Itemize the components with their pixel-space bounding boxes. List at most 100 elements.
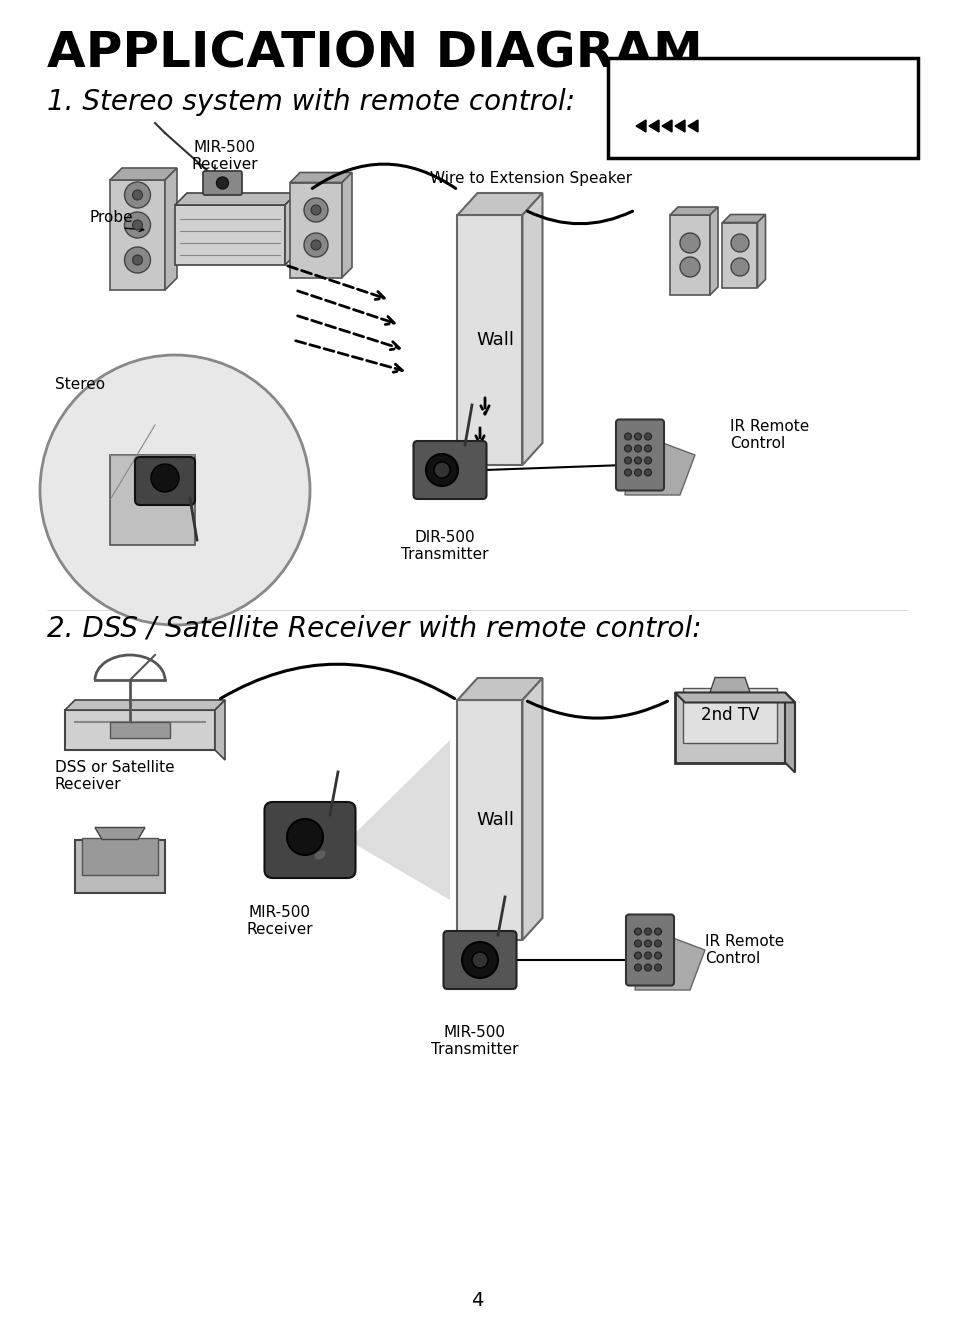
Circle shape [40, 356, 310, 624]
Polygon shape [669, 207, 718, 215]
Text: IR Remote
Control: IR Remote Control [704, 933, 783, 967]
Circle shape [644, 940, 651, 947]
Circle shape [132, 190, 142, 201]
Circle shape [634, 445, 640, 452]
Circle shape [132, 255, 142, 265]
Polygon shape [522, 193, 542, 465]
Polygon shape [721, 222, 757, 287]
Polygon shape [65, 710, 214, 750]
Text: MIR-500
Receiver: MIR-500 Receiver [192, 140, 258, 172]
Circle shape [654, 928, 660, 935]
FancyBboxPatch shape [135, 457, 194, 505]
Text: 2nd TV: 2nd TV [700, 706, 759, 725]
Circle shape [634, 928, 640, 935]
Ellipse shape [314, 850, 325, 860]
Polygon shape [290, 172, 352, 182]
Text: MIR-500
Transmitter: MIR-500 Transmitter [431, 1025, 518, 1058]
Polygon shape [110, 168, 177, 180]
Text: MIR-500
Receiver: MIR-500 Receiver [247, 905, 313, 937]
Polygon shape [457, 678, 542, 701]
Text: 1. Stereo system with remote control:: 1. Stereo system with remote control: [47, 88, 575, 116]
FancyBboxPatch shape [625, 915, 673, 985]
Polygon shape [675, 693, 784, 762]
Polygon shape [65, 701, 225, 710]
Circle shape [654, 952, 660, 959]
Circle shape [634, 952, 640, 959]
FancyBboxPatch shape [413, 441, 486, 499]
Circle shape [644, 433, 651, 440]
Polygon shape [661, 120, 671, 132]
Polygon shape [757, 214, 764, 287]
Circle shape [461, 943, 497, 977]
Circle shape [634, 457, 640, 464]
Text: Wall: Wall [476, 332, 514, 349]
Circle shape [624, 445, 631, 452]
Polygon shape [709, 207, 718, 295]
Circle shape [132, 221, 142, 230]
Polygon shape [635, 935, 704, 989]
Text: Wall: Wall [476, 812, 514, 829]
Polygon shape [95, 828, 145, 840]
Circle shape [426, 455, 457, 487]
Circle shape [634, 964, 640, 971]
Circle shape [472, 952, 488, 968]
Polygon shape [174, 205, 285, 265]
Circle shape [634, 433, 640, 440]
Text: 2. DSS / Satellite Receiver with remote control:: 2. DSS / Satellite Receiver with remote … [47, 615, 700, 643]
Polygon shape [110, 180, 165, 290]
Circle shape [216, 176, 229, 189]
FancyBboxPatch shape [443, 931, 516, 989]
Circle shape [644, 928, 651, 935]
Circle shape [125, 213, 151, 238]
Text: APPLICATION DIAGRAM: APPLICATION DIAGRAM [47, 29, 702, 78]
FancyBboxPatch shape [607, 57, 917, 158]
Polygon shape [648, 120, 659, 132]
Circle shape [644, 445, 651, 452]
Polygon shape [675, 120, 684, 132]
Circle shape [644, 964, 651, 971]
Polygon shape [457, 193, 542, 215]
Circle shape [679, 257, 700, 277]
Circle shape [730, 258, 748, 275]
Text: DIR-500
Transmitter: DIR-500 Transmitter [401, 529, 488, 563]
Circle shape [311, 205, 320, 215]
Polygon shape [285, 193, 296, 265]
Polygon shape [457, 215, 522, 465]
Text: IR Remote
Control: IR Remote Control [729, 418, 808, 451]
Circle shape [151, 464, 179, 492]
Circle shape [654, 940, 660, 947]
Polygon shape [675, 693, 794, 702]
Circle shape [287, 820, 323, 854]
Circle shape [125, 247, 151, 273]
Circle shape [654, 964, 660, 971]
Polygon shape [709, 678, 749, 693]
Polygon shape [165, 168, 177, 290]
Circle shape [644, 469, 651, 476]
Polygon shape [522, 678, 542, 940]
Polygon shape [82, 837, 158, 874]
Polygon shape [457, 701, 522, 940]
Text: DSS or Satellite
Receiver: DSS or Satellite Receiver [55, 759, 174, 793]
Circle shape [634, 469, 640, 476]
Polygon shape [110, 455, 194, 545]
Polygon shape [682, 687, 776, 742]
Circle shape [679, 233, 700, 253]
Text: Stereo: Stereo [55, 377, 105, 393]
FancyBboxPatch shape [616, 420, 663, 491]
Text: Probe: Probe [90, 210, 133, 226]
Polygon shape [669, 215, 709, 295]
Circle shape [624, 433, 631, 440]
Circle shape [311, 241, 320, 250]
Polygon shape [174, 193, 296, 205]
Polygon shape [348, 739, 450, 900]
Polygon shape [290, 182, 341, 278]
Polygon shape [75, 840, 165, 893]
Circle shape [304, 233, 328, 257]
FancyBboxPatch shape [203, 171, 242, 195]
Polygon shape [214, 701, 225, 759]
Circle shape [644, 457, 651, 464]
Circle shape [624, 469, 631, 476]
Polygon shape [687, 120, 698, 132]
Text: Wire to Extension Speaker: Wire to Extension Speaker [430, 171, 632, 186]
Text: IR Signal: IR Signal [702, 82, 781, 99]
